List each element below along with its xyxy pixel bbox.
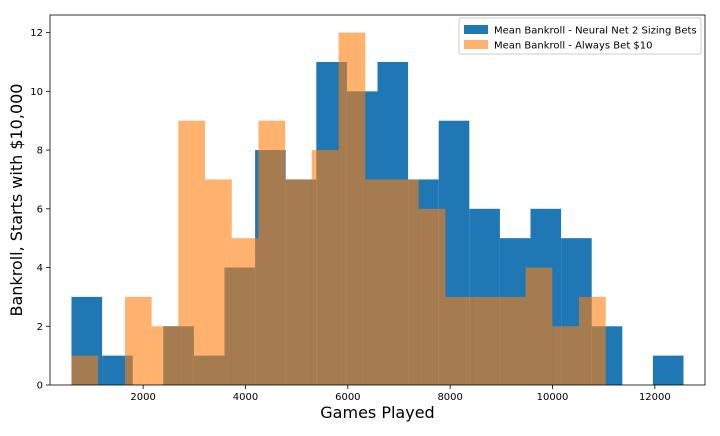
series-2-bars	[71, 32, 606, 385]
bar	[392, 179, 419, 385]
legend: Mean Bankroll - Neural Net 2 Sizing Bets…	[458, 17, 702, 55]
x-tick-label: 12000	[639, 392, 671, 403]
x-tick-label: 10000	[537, 392, 569, 403]
bar	[418, 208, 446, 385]
bar	[258, 120, 286, 385]
bar	[311, 150, 339, 385]
legend-label: Mean Bankroll - Always Bet $10	[494, 41, 653, 52]
bar	[205, 179, 232, 385]
x-axis-label: Games Played	[320, 403, 434, 422]
bar	[445, 296, 473, 385]
bar	[338, 32, 366, 385]
y-tick-label: 2	[37, 322, 43, 333]
plot-frame	[49, 14, 706, 386]
bar	[498, 296, 526, 385]
bar	[231, 238, 259, 385]
legend-swatch	[464, 40, 488, 49]
bar	[71, 355, 99, 385]
y-axis-label: Bankroll, Starts with $10,000	[7, 84, 26, 317]
bar	[365, 179, 393, 385]
x-tick-label: 2000	[130, 392, 155, 403]
y-tick-label: 8	[37, 146, 43, 157]
legend-box	[458, 17, 702, 55]
bar	[525, 267, 553, 385]
y-tick-label: 4	[37, 263, 43, 274]
bar	[472, 296, 499, 385]
legend-label: Mean Bankroll - Neural Net 2 Sizing Bets	[494, 26, 697, 37]
bar	[178, 120, 206, 385]
y-tick-label: 0	[37, 381, 43, 392]
legend-swatch	[464, 25, 488, 34]
bar	[151, 326, 179, 385]
x-tick-label: 6000	[335, 392, 360, 403]
bar	[124, 296, 152, 385]
y-tick-label: 12	[30, 28, 43, 39]
bar	[579, 296, 606, 385]
x-tick-label: 8000	[437, 392, 462, 403]
bar	[552, 326, 580, 385]
bar	[652, 355, 684, 385]
x-tick-label: 4000	[233, 392, 258, 403]
bar	[285, 179, 312, 385]
y-tick-label: 10	[30, 87, 43, 98]
y-tick-label: 6	[37, 204, 43, 215]
